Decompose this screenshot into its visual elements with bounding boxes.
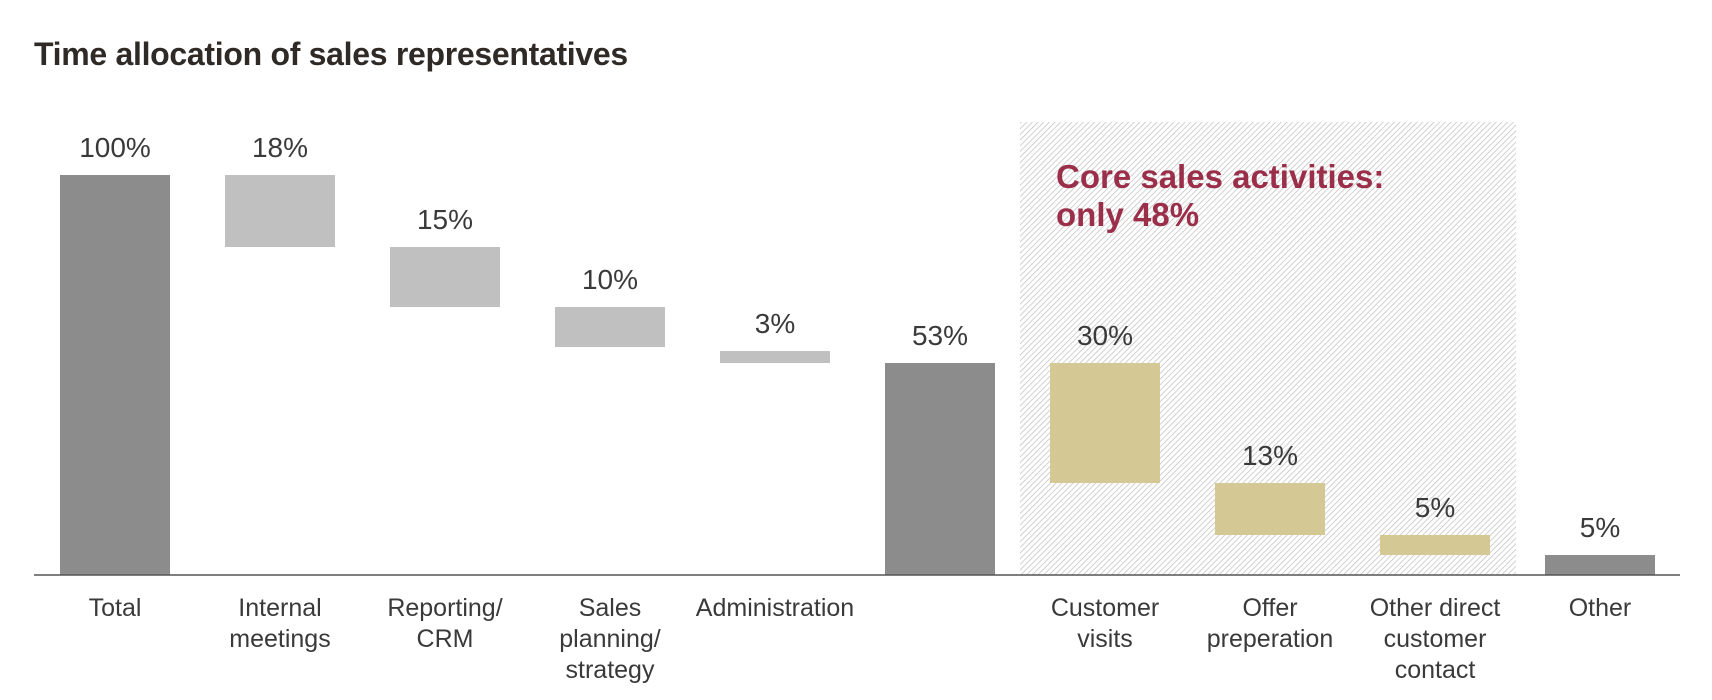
category-label-other-direct-customer-contact-line-2: customer (1384, 625, 1487, 653)
category-label-other-line-1: Other (1569, 594, 1632, 622)
value-label-other-direct-customer-contact: 5% (1415, 492, 1455, 523)
category-label-internal-meetings-line-1: Internal (238, 594, 321, 622)
bar-internal-meetings (225, 175, 335, 247)
category-label-other-direct-customer-contact-line-3: contact (1395, 656, 1476, 684)
bar-customer-visits (1050, 363, 1160, 483)
category-label-reporting-crm-line-2: CRM (417, 625, 474, 653)
bar-other-direct-customer-contact (1380, 535, 1490, 555)
bar-sales-planning-strategy (555, 307, 665, 347)
callout-line-1: Core sales activities: (1056, 158, 1384, 195)
bar-total (60, 175, 170, 575)
category-label-offer-preperation-line-2: preperation (1207, 625, 1333, 653)
callout-line-2: only 48% (1056, 196, 1199, 233)
category-label-customer-visits-line-2: visits (1077, 625, 1133, 653)
value-label-internal-meetings: 18% (252, 132, 308, 163)
value-label-sales-planning-strategy: 10% (582, 264, 638, 295)
value-label-other: 5% (1580, 512, 1620, 543)
value-label-total: 100% (79, 132, 151, 163)
category-label-total-line-1: Total (89, 594, 142, 622)
bar-reporting-crm (390, 247, 500, 307)
category-label-administration-line-1: Administration (696, 594, 854, 622)
value-label-reporting-crm: 15% (417, 204, 473, 235)
bar-offer-preperation (1215, 483, 1325, 535)
bar-other (1545, 555, 1655, 575)
value-label-subtotal: 53% (912, 320, 968, 351)
category-label-sales-planning-strategy-line-3: strategy (566, 656, 655, 684)
category-label-sales-planning-strategy-line-1: Sales (579, 594, 642, 622)
bar-administration (720, 351, 830, 363)
category-label-sales-planning-strategy-line-2: planning/ (559, 625, 661, 653)
value-label-administration: 3% (755, 308, 795, 339)
category-label-other-direct-customer-contact-line-1: Other direct (1370, 594, 1501, 622)
bar-subtotal (885, 363, 995, 575)
category-label-offer-preperation-line-1: Offer (1242, 594, 1297, 622)
category-label-reporting-crm-line-1: Reporting/ (387, 594, 502, 622)
value-label-offer-preperation: 13% (1242, 440, 1298, 471)
category-label-internal-meetings-line-2: meetings (229, 625, 330, 653)
value-label-customer-visits: 30% (1077, 320, 1133, 351)
category-label-customer-visits-line-1: Customer (1051, 594, 1159, 622)
chart-title: Time allocation of sales representatives (34, 36, 628, 72)
